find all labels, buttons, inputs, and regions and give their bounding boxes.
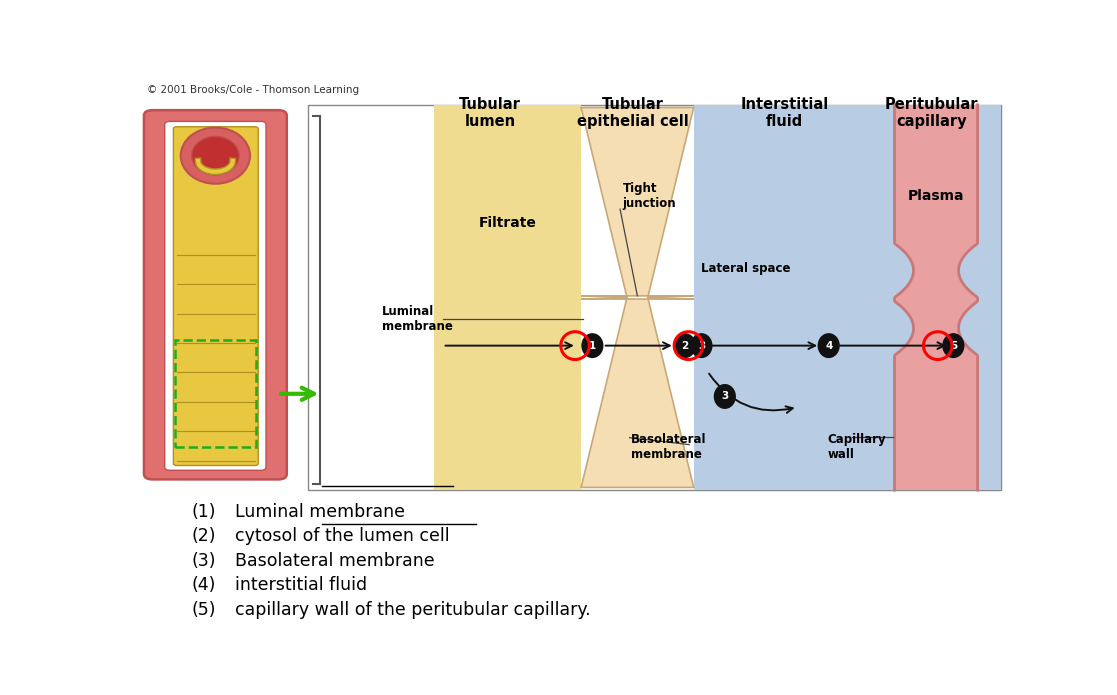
Bar [149, 113, 283, 477]
Text: Luminal
membrane: Luminal membrane [382, 305, 452, 333]
Text: Basolateral membrane: Basolateral membrane [235, 552, 435, 570]
Ellipse shape [819, 334, 839, 357]
Ellipse shape [192, 136, 239, 175]
Ellipse shape [675, 334, 696, 357]
Text: Interstitial
fluid: Interstitial fluid [741, 97, 829, 129]
Text: (3): (3) [192, 552, 216, 570]
Text: 2: 2 [681, 341, 688, 350]
Text: 3: 3 [698, 341, 705, 350]
Polygon shape [895, 105, 977, 490]
Text: capillary wall of the peritubular capillary.: capillary wall of the peritubular capill… [235, 601, 591, 619]
Text: Luminal membrane: Luminal membrane [235, 502, 404, 521]
Text: © 2001 Brooks/Cole - Thomson Learning: © 2001 Brooks/Cole - Thomson Learning [146, 85, 359, 95]
Polygon shape [581, 108, 694, 297]
Text: (1): (1) [192, 502, 216, 521]
Text: Tubular
epithelial cell: Tubular epithelial cell [577, 97, 689, 129]
Text: 3: 3 [722, 391, 728, 402]
Text: Filtrate: Filtrate [478, 215, 536, 229]
FancyBboxPatch shape [144, 110, 287, 480]
Bar [175, 341, 257, 448]
Text: interstitial fluid: interstitial fluid [235, 576, 367, 594]
Bar [435, 105, 581, 490]
Text: Capillary
wall: Capillary wall [828, 433, 887, 461]
Bar [308, 105, 1001, 490]
Text: 5: 5 [949, 341, 957, 350]
Ellipse shape [582, 334, 603, 357]
Text: (5): (5) [192, 601, 216, 619]
Text: Lateral space: Lateral space [700, 261, 790, 275]
Ellipse shape [181, 128, 250, 183]
Text: cytosol of the lumen cell: cytosol of the lumen cell [235, 527, 449, 545]
FancyBboxPatch shape [164, 122, 266, 471]
Text: Peritubular
capillary: Peritubular capillary [885, 97, 978, 129]
FancyBboxPatch shape [173, 126, 258, 466]
Ellipse shape [691, 334, 712, 357]
Polygon shape [581, 297, 694, 487]
Text: (4): (4) [192, 576, 216, 594]
Text: Tight
junction: Tight junction [622, 182, 676, 210]
Text: Tubular
lumen: Tubular lumen [459, 97, 522, 129]
Text: 1: 1 [589, 341, 596, 350]
Text: 4: 4 [825, 341, 832, 350]
Text: (2): (2) [192, 527, 216, 545]
Ellipse shape [943, 334, 964, 357]
Text: Plasma: Plasma [908, 189, 964, 203]
Bar [694, 105, 1001, 490]
Ellipse shape [715, 385, 735, 408]
Text: Basolateral
membrane: Basolateral membrane [631, 433, 707, 461]
